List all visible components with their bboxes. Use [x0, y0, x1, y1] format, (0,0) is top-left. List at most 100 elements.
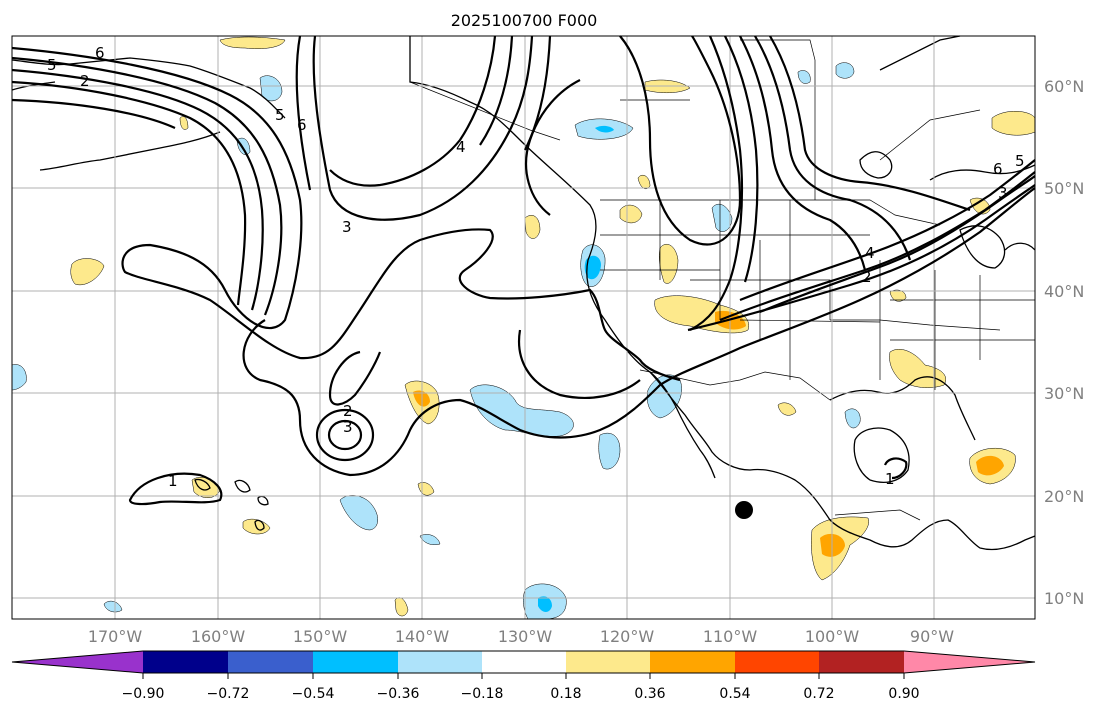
- negative-anomaly-area: [595, 125, 614, 133]
- negative-anomaly-area: [103, 600, 123, 613]
- colorbar-segment: [228, 651, 313, 673]
- lon-label: 170°W: [88, 627, 143, 646]
- colorbar-segment: [143, 651, 228, 673]
- contour-line: [739, 35, 867, 271]
- contour-label: 6: [95, 44, 105, 62]
- negative-anomaly-area: [469, 384, 574, 437]
- colorbar-segment: [313, 651, 398, 673]
- contour-line: [11, 68, 264, 311]
- contour-label: 4: [456, 138, 466, 156]
- contour-label: 5: [275, 106, 285, 124]
- colorbar-tick-label: −0.36: [377, 686, 420, 702]
- contour-label: 6: [993, 160, 1003, 178]
- positive-anomaly-area: [889, 289, 907, 302]
- colorbar-segment: [482, 651, 566, 673]
- lat-label: 30°N: [1044, 384, 1084, 403]
- lon-label: 100°W: [805, 627, 860, 646]
- negative-anomaly-area: [11, 364, 27, 391]
- contour-label: 3: [998, 184, 1008, 202]
- positive-anomaly-area: [777, 402, 797, 416]
- island: [194, 478, 211, 491]
- lon-label: 160°W: [191, 627, 246, 646]
- contour-line: [242, 187, 1036, 477]
- colorbar-tick-label: 0.72: [803, 686, 834, 702]
- map-panel: 5 6 2 6 5 4 3 2 3 1 6 5 3 4 2 1: [11, 35, 1036, 620]
- colorbar-tick-label: −0.54: [292, 686, 335, 702]
- lon-label: 130°W: [498, 627, 553, 646]
- border-line: [600, 199, 941, 226]
- map-border: [11, 35, 1036, 620]
- lon-label: 90°W: [910, 627, 954, 646]
- contour-line: [619, 35, 742, 246]
- contour-line: [312, 35, 534, 221]
- colorbar-segment: [819, 651, 904, 673]
- contour-line: [11, 56, 283, 316]
- coastline: [879, 35, 961, 71]
- contour-label: 1: [168, 472, 178, 490]
- positive-anomaly-area: [991, 111, 1036, 136]
- lon-label: 150°W: [293, 627, 348, 646]
- contour-line: [739, 159, 1036, 302]
- contour-line: [11, 98, 176, 130]
- negative-anomaly-area: [598, 432, 621, 470]
- coastline: [39, 131, 221, 171]
- contour-line: [11, 46, 681, 382]
- colorbar-min-extension: [12, 651, 143, 673]
- coastline: [1004, 242, 1036, 251]
- contour-lines: [11, 35, 1036, 506]
- contour-label: 1: [885, 470, 895, 488]
- negative-anomaly-area: [584, 255, 601, 280]
- positive-anomaly-area: [179, 116, 189, 130]
- longitude-labels: 170°W 160°W 150°W 140°W 130°W 120°W 110°…: [88, 627, 954, 646]
- contour-line: [329, 35, 497, 187]
- contour-label: 5: [47, 56, 57, 74]
- colorbar-max-extension: [904, 651, 1035, 673]
- colorbar-segment: [735, 651, 819, 673]
- coastline: [11, 81, 56, 91]
- border-line: [830, 319, 1001, 331]
- lon-label: 140°W: [395, 627, 450, 646]
- contour-label: 3: [343, 418, 353, 436]
- contour-line: [128, 472, 223, 506]
- contour-line: [479, 35, 514, 146]
- contour-label: 2: [80, 72, 90, 90]
- positive-anomaly-area: [976, 455, 1004, 476]
- lat-label: 40°N: [1044, 282, 1084, 301]
- contour-line: [328, 350, 382, 406]
- colorbar-tick-label: −0.90: [122, 686, 165, 702]
- border-line: [740, 39, 816, 200]
- colorbar-segment: [566, 651, 650, 673]
- contour-label: 5: [1015, 152, 1025, 170]
- colorbar: −0.90 −0.72 −0.54 −0.36 −0.18 0.18 0.36 …: [11, 650, 1036, 702]
- political-borders: [409, 39, 1035, 521]
- contour-line: [759, 175, 1036, 314]
- negative-anomaly-area: [835, 62, 855, 79]
- contour-line: [295, 35, 312, 191]
- border-line: [834, 509, 921, 521]
- contour-label: 2: [862, 268, 872, 286]
- contour-line: [517, 329, 641, 399]
- contour-line: [525, 79, 581, 216]
- negative-anomaly-area: [538, 596, 552, 612]
- positive-anomaly-area: [524, 215, 541, 239]
- storm-center-marker: [735, 501, 753, 519]
- colorbar-tick-label: 0.90: [888, 686, 919, 702]
- positive-anomaly-area: [70, 258, 105, 286]
- coastline: [959, 225, 1006, 269]
- lon-label: 120°W: [600, 627, 655, 646]
- contour-label: 6: [297, 116, 307, 134]
- coastlines: [11, 35, 1036, 551]
- contour-label: 4: [865, 244, 875, 262]
- colorbar-segment: [398, 651, 482, 673]
- lon-label: 110°W: [703, 627, 758, 646]
- border-line: [879, 109, 981, 161]
- latitude-labels: 60°N 50°N 40°N 30°N 20°N 10°N: [1044, 77, 1084, 608]
- contour-label: 3: [342, 218, 352, 236]
- coastline: [409, 36, 1036, 551]
- contour-line: [883, 457, 908, 480]
- contour-line: [689, 35, 744, 331]
- contour-line: [724, 35, 759, 283]
- negative-anomaly-area: [844, 408, 861, 429]
- contour-line: [769, 35, 971, 212]
- contour-line: [11, 80, 247, 306]
